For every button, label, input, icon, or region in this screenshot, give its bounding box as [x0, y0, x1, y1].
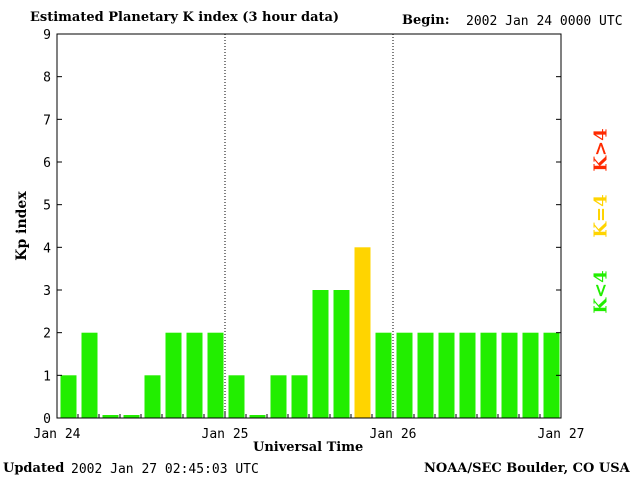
x-axis-label: Universal Time	[253, 440, 364, 455]
begin-value: 2002 Jan 24 0000 UTC	[466, 14, 623, 29]
kp-bar	[459, 332, 476, 418]
kp-bar	[333, 290, 350, 418]
x-day-label: Jan 24	[34, 427, 81, 442]
kp-bar	[81, 332, 98, 418]
kp-bar	[144, 375, 161, 418]
kp-bar	[543, 332, 560, 418]
kp-bar	[228, 375, 245, 418]
begin-label: Begin:	[402, 13, 450, 28]
kp-bar	[417, 332, 434, 418]
legend-k-greater-4: K>4	[590, 128, 612, 172]
kp-bar	[102, 415, 119, 418]
kp-bar	[291, 375, 308, 418]
kp-bar	[354, 247, 371, 418]
y-tick-label: 5	[43, 199, 51, 214]
kp-bar	[60, 375, 77, 418]
y-tick-label: 1	[43, 369, 51, 384]
x-day-label: Jan 26	[370, 427, 417, 442]
y-tick-label: 2	[43, 327, 51, 342]
kp-bar	[123, 415, 140, 418]
kp-bar	[480, 332, 497, 418]
y-tick-label: 7	[43, 113, 51, 128]
updated-label: Updated	[3, 461, 65, 476]
kp-bar	[438, 332, 455, 418]
kp-bar	[312, 290, 329, 418]
kp-bar	[165, 332, 182, 418]
x-day-label: Jan 25	[202, 427, 249, 442]
kp-bar	[396, 332, 413, 418]
kp-bar	[522, 332, 539, 418]
y-tick-label: 9	[43, 28, 51, 43]
legend-k-less-4: K<4	[590, 270, 612, 314]
y-tick-label: 3	[43, 284, 51, 299]
kp-bar	[207, 332, 224, 418]
legend-k-equal-4: K=4	[590, 194, 612, 238]
kp-bar	[249, 415, 266, 418]
updated-value: 2002 Jan 27 02:45:03 UTC	[71, 462, 259, 477]
kp-bar	[375, 332, 392, 418]
x-day-label: Jan 27	[538, 427, 585, 442]
y-tick-label: 8	[43, 71, 51, 86]
kp-bar	[186, 332, 203, 418]
y-tick-label: 4	[43, 241, 51, 256]
kp-bar	[270, 375, 287, 418]
y-tick-label: 6	[43, 156, 51, 171]
chart-title: Estimated Planetary K index (3 hour data…	[30, 10, 340, 25]
y-tick-label: 0	[43, 412, 51, 427]
kp-bar	[501, 332, 518, 418]
source-credit: NOAA/SEC Boulder, CO USA	[424, 461, 630, 476]
